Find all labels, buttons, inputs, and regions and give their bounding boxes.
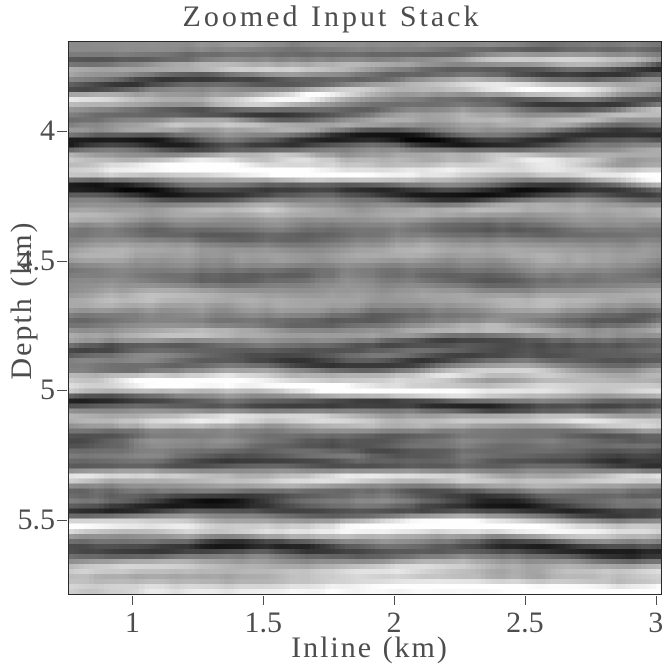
y-tick-mark (57, 520, 67, 522)
x-tick-mark (655, 596, 657, 605)
x-tick-label: 1 (124, 606, 140, 639)
y-tick-label: 5.5 (17, 503, 56, 537)
x-tick-label: 2.5 (506, 606, 544, 639)
y-tick-label: 4.5 (17, 243, 56, 277)
y-tick-label: 4 (40, 113, 55, 147)
x-tick-label: 1.5 (244, 606, 282, 639)
x-tick-mark (524, 596, 526, 605)
y-tick-mark (57, 260, 67, 262)
x-tick-label: 2 (386, 606, 402, 639)
x-axis-label: Inline (km) (291, 631, 449, 664)
x-tick-mark (132, 596, 134, 605)
chart-title: Zoomed Input Stack (182, 0, 482, 33)
y-tick-label: 5 (40, 373, 55, 407)
x-tick-mark (394, 596, 396, 605)
y-tick-mark (57, 130, 67, 132)
seismic-image (69, 42, 661, 594)
x-tick-mark (263, 596, 265, 605)
plot-area (68, 41, 662, 595)
y-tick-mark (57, 390, 67, 392)
x-tick-label: 3 (648, 606, 664, 639)
